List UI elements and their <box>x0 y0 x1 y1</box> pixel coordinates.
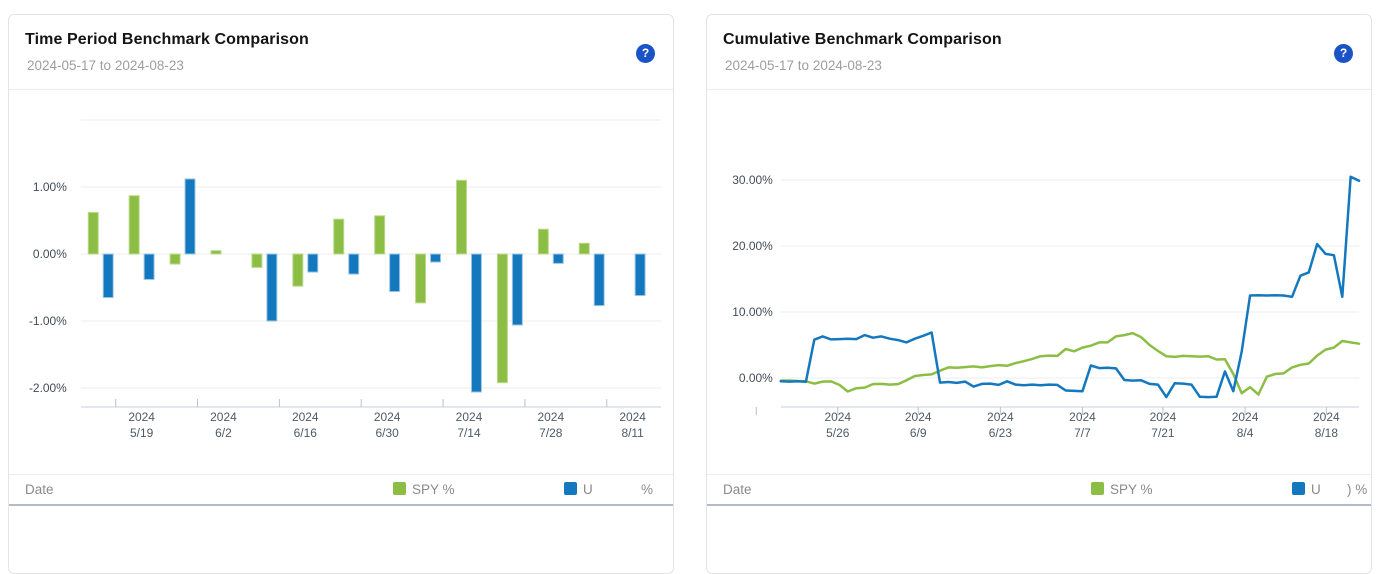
date-column-label: Date <box>723 482 752 497</box>
panel-header: Cumulative Benchmark Comparison 2024-05-… <box>707 15 1371 90</box>
panel-title: Cumulative Benchmark Comparison <box>723 31 1002 48</box>
panel-header: Time Period Benchmark Comparison 2024-05… <box>9 15 673 90</box>
cumulative-line-chart[interactable]: 30.00% 20.00% 10.00% 0.00% 2024 5/26 2024 6/9 20… <box>707 89 1371 474</box>
legend-item-benchmark[interactable]: U <box>564 475 593 505</box>
panel-title: Time Period Benchmark Comparison <box>25 31 309 48</box>
spy-legend-label: SPY % <box>1110 482 1153 497</box>
svg-text:-2.00%: -2.00% <box>29 381 67 395</box>
benchmark-legend-label-prefix: U <box>583 482 593 497</box>
legend-item-spy[interactable]: SPY % <box>393 475 455 505</box>
svg-text:20.00%: 20.00% <box>732 239 773 253</box>
footer-divider-bar <box>707 504 1371 506</box>
svg-text:0.00%: 0.00% <box>33 247 67 261</box>
spy-legend-swatch <box>1091 482 1104 495</box>
question-mark-glyph: ? <box>641 46 650 60</box>
spy-legend-swatch <box>393 482 406 495</box>
svg-text:1.00%: 1.00% <box>33 180 67 194</box>
svg-text:-1.00%: -1.00% <box>29 314 67 328</box>
panel-date-range: 2024-05-17 to 2024-08-23 <box>725 58 882 73</box>
panel-date-range: 2024-05-17 to 2024-08-23 <box>27 58 184 73</box>
legend-item-spy[interactable]: SPY % <box>1091 475 1153 505</box>
time-period-bar-chart[interactable]: 1.00% 0.00% -1.00% -2.00% 2024 5/19 2024 6/2 202… <box>9 89 673 474</box>
date-column-label: Date <box>25 482 54 497</box>
time-period-benchmark-panel: Time Period Benchmark Comparison 2024-05… <box>8 14 674 574</box>
benchmark-legend-label-prefix: U <box>1311 482 1321 497</box>
benchmark-legend-swatch <box>1292 482 1305 495</box>
help-icon[interactable]: ? <box>636 44 655 63</box>
spy-legend-label: SPY % <box>412 482 455 497</box>
question-mark-glyph: ? <box>1339 46 1348 60</box>
benchmark-legend-label-suffix: ) % <box>1347 482 1368 497</box>
help-icon[interactable]: ? <box>1334 44 1353 63</box>
legend-footer-row: Date SPY % U ) % <box>707 474 1371 505</box>
svg-text:10.00%: 10.00% <box>732 305 773 319</box>
benchmark-legend-label-suffix: % <box>641 482 654 497</box>
footer-divider-bar <box>9 504 673 506</box>
svg-text:30.00%: 30.00% <box>732 173 773 187</box>
svg-text:0.00%: 0.00% <box>739 371 773 385</box>
benchmark-legend-swatch <box>564 482 577 495</box>
legend-footer-row: Date SPY % U % <box>9 474 673 505</box>
cumulative-benchmark-panel: Cumulative Benchmark Comparison 2024-05-… <box>706 14 1372 574</box>
legend-item-benchmark[interactable]: U <box>1292 475 1321 505</box>
